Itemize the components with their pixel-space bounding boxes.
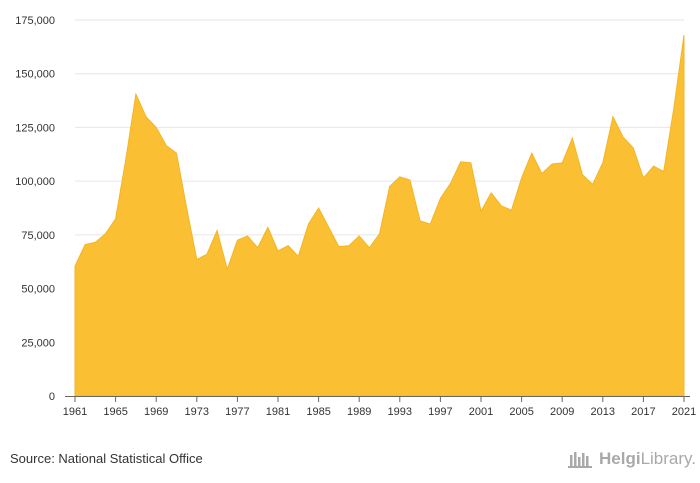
series-area [74,34,685,397]
y-tick-label: 100,000 [15,176,55,188]
x-tick-label: 2005 [509,406,533,418]
source-note: Source: National Statistical Office [10,451,203,466]
y-tick-label: 125,000 [15,122,55,134]
x-tick-label: 1993 [388,406,412,418]
logo-text-bold: Helgi [599,449,641,468]
x-axis-ticks: 1961 1965 1969 1973 1977 1981 1985 1989 1993 1997… [63,396,696,418]
y-tick-label: 50,000 [21,284,55,296]
x-tick-label: 1961 [63,406,87,418]
x-tick-label: 1997 [428,406,452,418]
x-tick-label: 2017 [631,406,655,418]
y-tick-label: 150,000 [15,69,55,81]
x-tick-label: 2021 [672,406,696,418]
x-tick-label: 1977 [225,406,249,418]
y-tick-label: 75,000 [21,230,55,242]
y-axis-ticks: 0 25,000 50,000 75,000 100,000 125,000 150,000… [15,15,55,403]
logo-text-rest: Library. [640,449,696,468]
y-tick-label: 175,000 [15,15,55,27]
x-tick-label: 2009 [550,406,574,418]
x-tick-label: 1969 [144,406,168,418]
x-tick-label: 1985 [306,406,330,418]
y-tick-label: 0 [49,391,55,403]
x-tick-label: 2001 [469,406,493,418]
x-tick-label: 1973 [185,406,209,418]
x-tick-label: 1981 [266,406,290,418]
helgi-library-logo[interactable]: Helgi Library. [568,448,696,470]
helgi-library-logo-icon [568,452,592,468]
x-tick-label: 2013 [591,406,615,418]
x-tick-label: 1965 [103,406,127,418]
area-series [74,34,685,397]
y-tick-label: 25,000 [21,337,55,349]
x-tick-label: 1989 [347,406,371,418]
